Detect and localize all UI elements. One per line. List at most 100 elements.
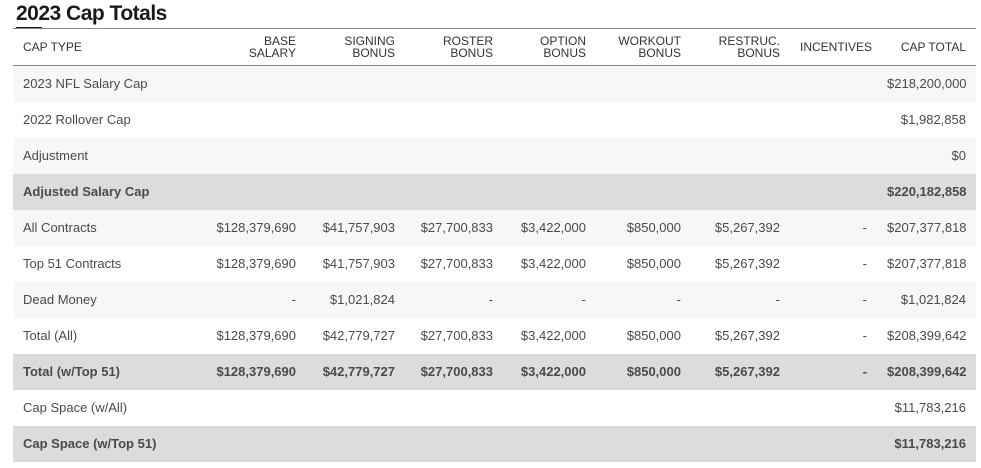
cell-cap-type: 2022 Rollover Cap [23, 112, 131, 127]
header-signing-bonus[interactable]: SIGNING BONUS [306, 28, 405, 66]
header-label: ROSTER [442, 34, 493, 48]
cell-cap-total: $0 [951, 148, 966, 163]
cap-totals-table-wrapper: CAP TYPE BASE SALARY SIGNING BONUS ROSTER… [13, 28, 976, 462]
header-base-salary[interactable]: BASE SALARY [206, 28, 306, 66]
cell-incentives: - [862, 220, 867, 235]
cell-cap-type: Cap Space (w/All) [23, 400, 128, 415]
cell-base-salary [206, 425, 306, 462]
header-label: WORKOUT [618, 34, 681, 48]
cap-totals-table: CAP TYPE BASE SALARY SIGNING BONUS ROSTER… [13, 28, 976, 462]
cell-cap-total: $11,783,216 [894, 400, 966, 415]
cell-cap-type: Dead Money [23, 292, 97, 307]
cell-signing-bonus: $1,021,824 [329, 292, 395, 307]
header-label: CAP TYPE [23, 40, 82, 54]
header-row: CAP TYPE BASE SALARY SIGNING BONUS ROSTER… [13, 28, 976, 66]
cell-cap-total: $218,200,000 [887, 76, 967, 92]
cell-restruc-bonus [691, 102, 790, 138]
cell-signing-bonus: $42,779,727 [322, 328, 395, 343]
cell-signing-bonus [306, 425, 405, 462]
table-row: Adjustment $0 [13, 137, 976, 174]
header-cap-type[interactable]: CAP TYPE [13, 28, 206, 66]
cell-incentives [790, 138, 877, 174]
cell-option-bonus: $3,422,000 [520, 220, 586, 235]
cell-cap-type: 2023 NFL Salary Cap [23, 76, 148, 92]
header-workout-bonus[interactable]: WORKOUT BONUS [596, 28, 691, 66]
cell-base-salary: $128,379,690 [216, 328, 296, 343]
cell-signing-bonus [306, 102, 405, 138]
cell-restruc-bonus [691, 138, 790, 174]
cell-base-salary [206, 390, 306, 426]
header-option-bonus[interactable]: OPTION BONUS [503, 28, 596, 66]
cell-base-salary [206, 102, 306, 138]
header-label-line2: BONUS [638, 46, 681, 60]
cell-option-bonus [503, 390, 596, 426]
cell-roster-bonus [405, 174, 503, 210]
cell-signing-bonus [306, 138, 405, 174]
header-label: RESTRUC. [718, 34, 780, 48]
cell-option-bonus: $3,422,000 [520, 328, 586, 343]
table-row: All Contracts $128,379,690 $41,757,903 $27,… [13, 209, 976, 246]
cell-option-bonus [503, 425, 596, 462]
cell-incentives [790, 390, 877, 426]
cell-option-bonus: - [581, 292, 586, 307]
table-row: 2023 NFL Salary Cap $218,200,000 [13, 65, 976, 102]
cell-option-bonus [503, 138, 596, 174]
cell-incentives: - [862, 292, 867, 307]
cell-restruc-bonus [691, 174, 790, 210]
cell-cap-type: Top 51 Contracts [23, 256, 122, 271]
section-title: 2023 Cap Totals [16, 2, 167, 25]
cell-base-salary: - [291, 292, 296, 307]
cell-incentives: - [862, 256, 867, 271]
cell-roster-bonus [405, 66, 503, 102]
cell-incentives: - [862, 364, 867, 379]
header-label-line2: BONUS [737, 46, 780, 60]
cell-cap-total: $208,399,642 [887, 364, 967, 379]
cell-roster-bonus [405, 138, 503, 174]
cell-incentives [790, 66, 877, 102]
cell-cap-total: $208,399,642 [887, 328, 967, 343]
cell-cap-type: Adjusted Salary Cap [23, 184, 150, 199]
header-roster-bonus[interactable]: ROSTER BONUS [405, 28, 503, 66]
cell-option-bonus: $3,422,000 [520, 364, 586, 379]
cell-cap-total: $1,982,858 [900, 112, 966, 127]
cell-cap-total: $1,021,824 [900, 292, 966, 307]
cell-restruc-bonus [691, 66, 790, 102]
cell-option-bonus [503, 102, 596, 138]
cell-restruc-bonus: $5,267,392 [714, 256, 780, 271]
header-label-line2: BONUS [543, 46, 586, 60]
cell-option-bonus [503, 66, 596, 102]
cell-workout-bonus [596, 66, 691, 102]
cell-workout-bonus: $850,000 [626, 220, 681, 235]
header-cap-total[interactable]: CAP TOTAL [877, 28, 976, 66]
cell-signing-bonus: $41,757,903 [322, 256, 395, 271]
table-row: Total (All) $128,379,690 $42,779,727 $27,70… [13, 317, 976, 354]
cell-option-bonus: $3,422,000 [520, 256, 586, 271]
cell-restruc-bonus: $5,267,392 [714, 328, 780, 343]
cell-roster-bonus: $27,700,833 [420, 364, 493, 379]
cell-signing-bonus: $42,779,727 [322, 364, 395, 379]
cell-cap-type: Total (All) [23, 328, 78, 343]
cell-base-salary: $128,379,690 [216, 364, 296, 379]
cell-base-salary: $128,379,690 [216, 220, 296, 235]
header-incentives[interactable]: INCENTIVES [790, 28, 877, 66]
cell-base-salary [206, 66, 306, 102]
header-label: SIGNING [344, 34, 395, 48]
cell-workout-bonus: $850,000 [626, 328, 681, 343]
cell-cap-type: Cap Space (w/Top 51) [13, 425, 206, 462]
cell-base-salary: $128,379,690 [216, 256, 296, 271]
table-body: 2023 NFL Salary Cap $218,200,000 2022 Roll… [13, 65, 976, 462]
cell-roster-bonus [405, 425, 503, 462]
cell-roster-bonus [405, 390, 503, 426]
cell-cap-total: $220,182,858 [887, 184, 967, 199]
cell-incentives [790, 102, 877, 138]
table-row: Total (w/Top 51) $128,379,690 $42,779,727 $… [13, 353, 976, 390]
cell-roster-bonus: $27,700,833 [420, 328, 493, 343]
header-label: CAP TOTAL [900, 40, 966, 54]
cell-signing-bonus [306, 174, 405, 210]
cell-restruc-bonus: $5,267,392 [714, 364, 780, 379]
cell-cap-total: $11,783,216 [877, 425, 976, 462]
header-restruc-bonus[interactable]: RESTRUC. BONUS [691, 28, 790, 66]
cell-restruc-bonus [691, 390, 790, 426]
cell-incentives: - [862, 328, 867, 343]
cell-incentives [790, 174, 877, 210]
